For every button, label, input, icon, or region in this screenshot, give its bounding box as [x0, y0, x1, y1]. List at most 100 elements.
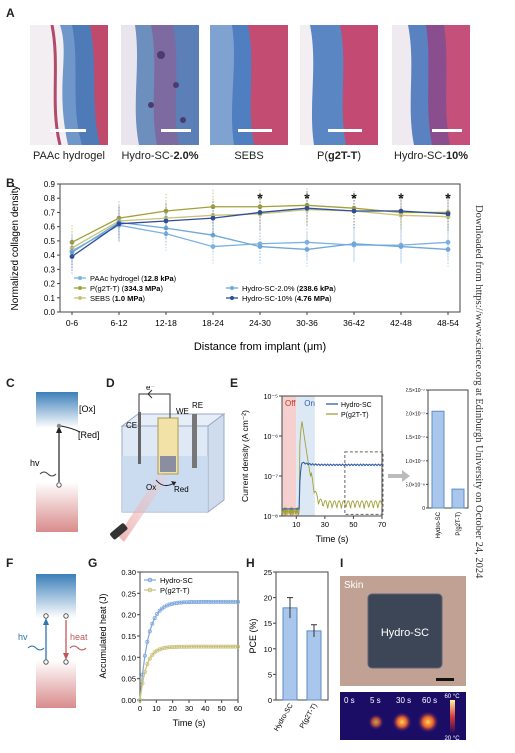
ebar-frame	[427, 389, 469, 509]
data-point	[210, 232, 216, 238]
time-30s: 30 s	[396, 696, 411, 705]
h-x-label: Hydro-SC	[273, 703, 294, 733]
g-data-point	[211, 644, 216, 649]
h-bar-0	[282, 607, 298, 701]
f-valence-band	[36, 660, 76, 708]
h-y-tick-label: 20	[264, 594, 272, 603]
g-data-point	[235, 599, 240, 604]
h-y-tick-label: 25	[264, 568, 272, 577]
chart-e-current-density: Off On 10⁻⁸ 10⁻⁷ 10⁻⁶ 10⁻⁵ 10 30 50 70 Time (s) Cur…	[240, 394, 386, 544]
data-point	[351, 241, 357, 247]
x-tick-label: 48-54	[437, 318, 459, 328]
e-y-tick-label: 10⁻⁸	[264, 514, 278, 521]
y-tick-label: 0.8	[44, 194, 56, 203]
diagram-f-photothermal: hv heat	[18, 574, 88, 708]
y-tick-label: 0.3	[44, 265, 56, 274]
chart-g-accumulated-heat: 0.00 0.05 0.10 0.15 0.20 0.25 0.30 0 10 20 30 40 50 6…	[98, 568, 242, 728]
reference-electrode	[192, 414, 197, 468]
g-data-point	[172, 644, 177, 649]
data-point	[398, 208, 404, 214]
g-x-tick-label: 50	[217, 704, 225, 713]
h-frame	[275, 571, 329, 701]
data-point	[69, 254, 75, 259]
f-heat-label: heat	[70, 632, 88, 642]
legend-marker	[230, 286, 234, 290]
laser-icon	[110, 523, 128, 540]
g-data-point	[142, 669, 147, 674]
g-data-point	[206, 599, 211, 604]
hv-label: hv	[30, 458, 40, 468]
g-data-point	[157, 608, 162, 613]
g-y-tick-label: 0.20	[121, 611, 136, 620]
g-data-point	[235, 644, 240, 649]
h-y-tick-label: 15	[264, 619, 272, 628]
x-tick-label: 42-48	[390, 318, 412, 328]
g-data-point	[228, 644, 233, 649]
g-data-point	[191, 600, 196, 605]
g-data-point	[172, 601, 177, 606]
g-data-point	[209, 599, 214, 604]
time-60s: 60 s	[422, 696, 437, 705]
e-y-axis-label: Current density (A cm⁻²)	[240, 410, 250, 502]
sample-square	[160, 456, 176, 472]
e-y-tick-label: 10⁻⁷	[264, 474, 278, 481]
g-data-point	[218, 599, 223, 604]
data-point	[257, 244, 263, 249]
g-data-point	[164, 603, 169, 608]
e-y-tick-label: 10⁻⁶	[264, 434, 278, 441]
g-data-point	[194, 599, 199, 604]
panel-letter-c: C	[6, 376, 15, 390]
ebar-x-label: P(g2T-T)	[456, 512, 462, 536]
skin-label: Skin	[344, 580, 363, 591]
light-wave-icon	[39, 471, 57, 477]
g-data-point	[226, 644, 231, 649]
ebar-y-tick-label: 5.0×10⁻⁸	[406, 482, 425, 488]
ebar-x-label: Hydro-SC	[436, 511, 442, 538]
g-y-tick-label: 0.25	[121, 589, 136, 598]
data-point	[445, 211, 451, 217]
data-point	[398, 244, 404, 249]
g-x-tick-label: 60	[234, 704, 242, 713]
g-legend-marker	[147, 577, 153, 583]
g-data-point	[169, 601, 174, 606]
g-data-point	[189, 600, 194, 605]
g-x-tick-label: 0	[138, 704, 142, 713]
thermal-spot-5s	[368, 714, 384, 730]
on-label: On	[304, 399, 315, 408]
g-data-point	[218, 644, 223, 649]
g-data-point	[211, 599, 216, 604]
g-y-axis-label: Accumulated heat (J)	[98, 593, 108, 678]
e-x-tick-label: 10	[292, 520, 300, 529]
g-x-tick-label: 10	[152, 704, 160, 713]
g-data-point	[221, 644, 226, 649]
conduction-band	[36, 392, 78, 428]
x-tick-label: 24-30	[249, 318, 271, 328]
legend-label: Hydro-SC-10% (4.76 MPa)	[242, 294, 332, 303]
scale-bar	[436, 678, 454, 681]
g-data-point	[233, 644, 238, 649]
legend-marker	[78, 296, 82, 300]
g-x-tick-label: 40	[201, 704, 209, 713]
data-point	[257, 210, 263, 215]
g-data-point	[145, 661, 150, 666]
g-x-tick-label: 20	[168, 704, 176, 713]
g-data-point	[204, 644, 209, 649]
h-x-label: P(g2T-T)	[299, 703, 319, 730]
y-tick-label: 0.4	[44, 251, 56, 260]
f-conduction-band	[36, 574, 76, 618]
g-data-point	[157, 647, 162, 652]
colorbar-max: 60 °C	[444, 694, 460, 700]
panel-letter-h: H	[246, 556, 255, 570]
histology-image-pg2tt	[300, 25, 378, 145]
g-data-point	[196, 644, 201, 649]
data-point	[210, 204, 216, 210]
g-data-point	[189, 644, 194, 649]
electron-label: e⁻	[146, 386, 155, 392]
g-data-point	[160, 646, 165, 651]
g-data-point	[169, 645, 174, 650]
g-data-point	[191, 644, 196, 649]
caption-hydro-sc-2: Hydro-SC-2.0%	[121, 150, 199, 162]
legend-label: Hydro-SC-2.0% (238.6 kPa)	[242, 284, 336, 293]
g-data-point	[216, 599, 221, 604]
data-point	[304, 247, 310, 252]
